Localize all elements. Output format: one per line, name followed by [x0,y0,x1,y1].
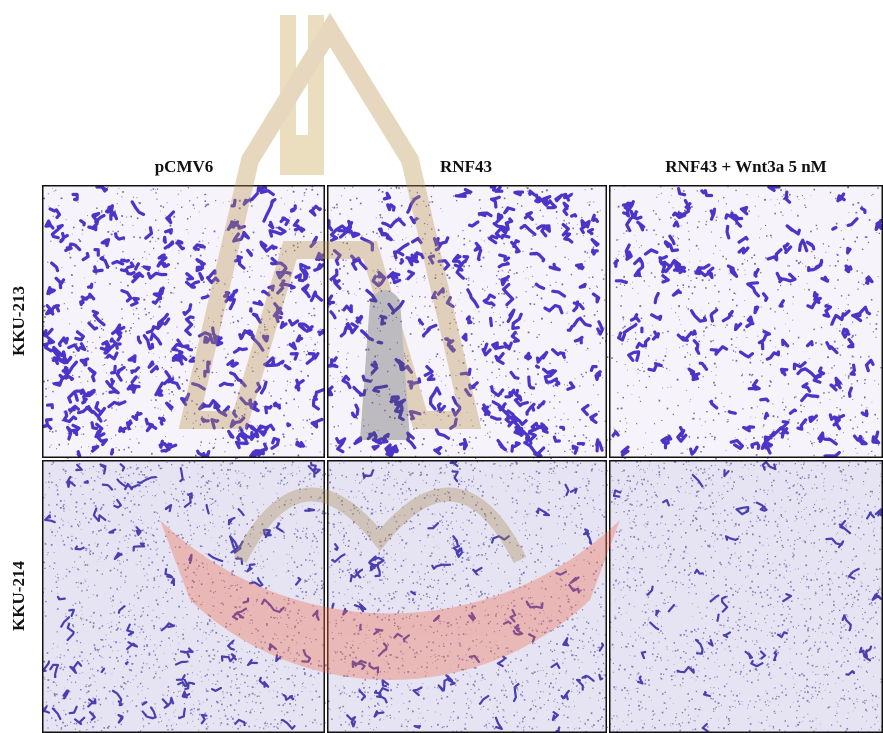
figure: pCMV6 RNF43 RNF43 + Wnt3a 5 nM KKU-213 K… [0,0,883,733]
column-header: RNF43 + Wnt3a 5 nM [665,157,826,176]
row-label: KKU-213 [9,286,28,356]
row-label: KKU-214 [9,561,28,631]
column-header: pCMV6 [155,157,214,176]
column-header: RNF43 [440,157,492,176]
